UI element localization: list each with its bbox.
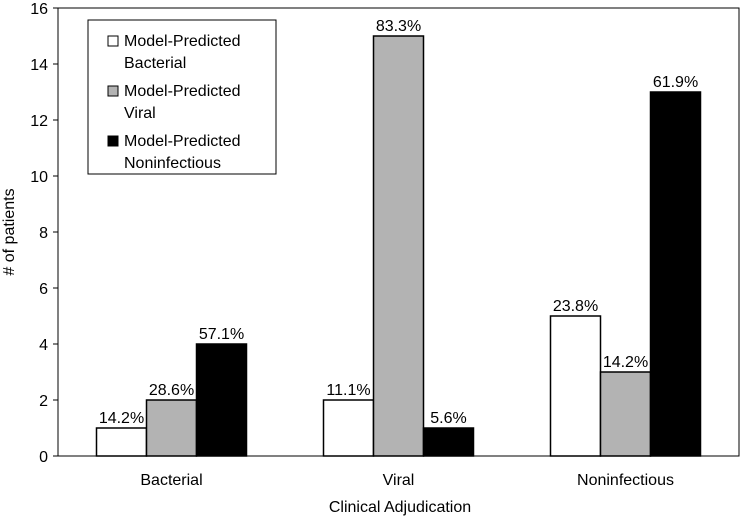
bar-bacterial-3 bbox=[195, 343, 248, 457]
y-axis-title: # of patients bbox=[1, 188, 18, 275]
bar-noninfectious-1 bbox=[549, 315, 602, 457]
bar-noninfectious-3 bbox=[649, 91, 702, 457]
legend-label: Viral bbox=[124, 105, 156, 122]
data-label: 83.3% bbox=[376, 18, 421, 35]
plot-area: 0 2 4 6 8 10 12 14 16 Bacterial 14.2% 28.6% 57.1% Vir… bbox=[30, 1, 740, 489]
y-tick-label: 8 bbox=[39, 225, 48, 242]
data-label: 28.6% bbox=[149, 382, 194, 399]
y-tick-label: 0 bbox=[39, 449, 48, 466]
data-label: 23.8% bbox=[553, 298, 598, 315]
bar-viral-1 bbox=[322, 399, 375, 457]
legend-label: Bacterial bbox=[124, 55, 186, 72]
legend-swatch bbox=[107, 35, 119, 47]
legend-box bbox=[87, 19, 277, 175]
bar-noninfectious-2 bbox=[599, 371, 652, 457]
legend-label: Noninfectious bbox=[124, 155, 221, 172]
bar-bacterial-1 bbox=[95, 427, 148, 457]
legend-label: Model-Predicted bbox=[124, 33, 241, 50]
x-axis-title: Clinical Adjudication bbox=[329, 499, 471, 516]
y-tick-label: 4 bbox=[39, 337, 48, 354]
data-label: 11.1% bbox=[326, 382, 370, 399]
y-tick-label: 12 bbox=[30, 113, 48, 130]
y-tick-label: 6 bbox=[39, 281, 48, 298]
data-label: 14.2% bbox=[99, 410, 144, 427]
y-tick-label: 14 bbox=[30, 57, 48, 74]
y-tick-label: 10 bbox=[30, 169, 48, 186]
legend-label: Model-Predicted bbox=[124, 133, 241, 150]
legend-label: Model-Predicted bbox=[124, 83, 241, 100]
bar-viral-3 bbox=[422, 427, 475, 457]
data-label: 5.6% bbox=[430, 410, 466, 427]
y-tick-label: 16 bbox=[30, 1, 48, 18]
bar-viral-2 bbox=[372, 35, 425, 457]
data-label: 61.9% bbox=[653, 74, 698, 91]
x-tick-label-viral: Viral bbox=[383, 472, 415, 489]
legend-swatch bbox=[107, 85, 119, 97]
x-tick-label-noninfectious: Noninfectious bbox=[577, 472, 674, 489]
legend-swatch bbox=[107, 135, 119, 147]
data-label: 14.2% bbox=[603, 354, 648, 371]
x-tick-label-bacterial: Bacterial bbox=[140, 472, 202, 489]
data-label: 57.1% bbox=[199, 326, 244, 343]
bar-bacterial-2 bbox=[145, 399, 198, 457]
y-tick-label: 2 bbox=[39, 393, 48, 410]
